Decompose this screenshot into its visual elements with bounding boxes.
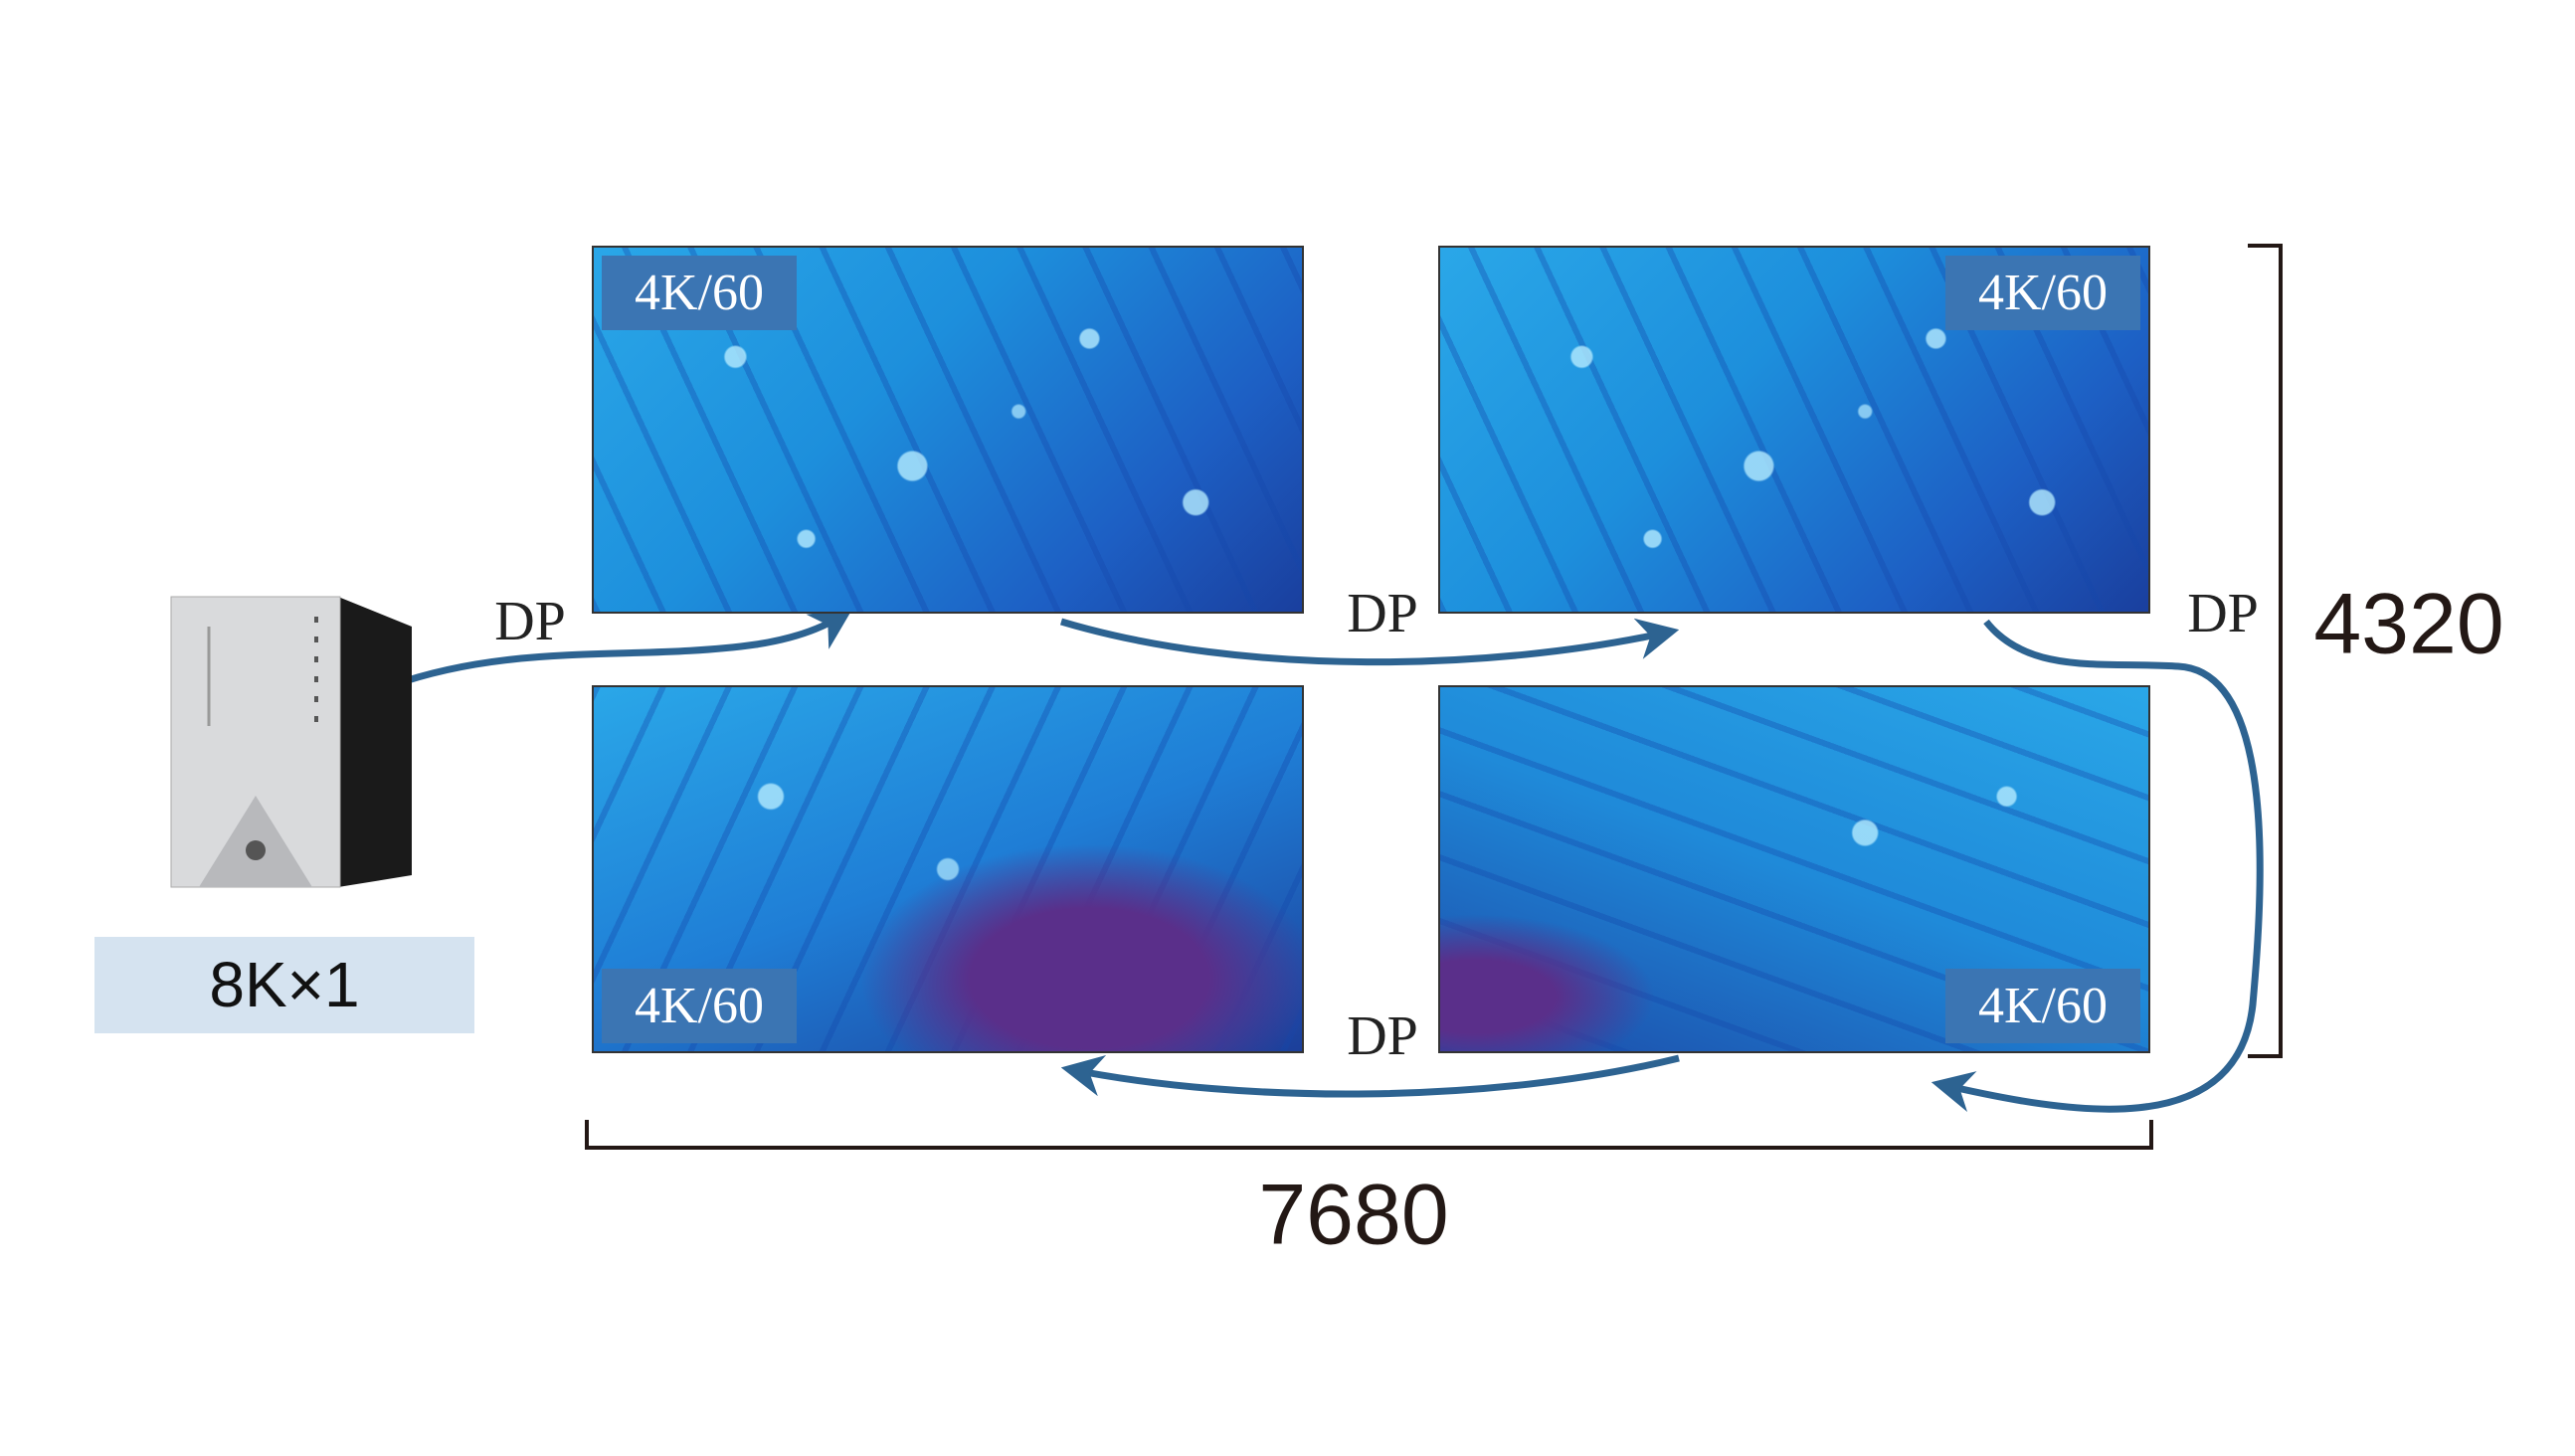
resolution-tag: 4K/60 — [602, 969, 797, 1043]
width-bracket — [585, 1120, 2153, 1150]
dp-arrow-top-right-to-bottom-right — [1931, 619, 2264, 1113]
dp-arrow-source-to-top-left — [391, 609, 853, 689]
display-bottom-right: 4K/60 — [1438, 685, 2150, 1053]
resolution-tag: 4K/60 — [602, 256, 797, 330]
dp-label: DP — [1347, 583, 1418, 644]
desktop-tower-pc-icon — [170, 596, 412, 888]
dp-label: DP — [494, 591, 566, 652]
display-bottom-left: 4K/60 — [592, 685, 1304, 1053]
source-label: 8K×1 — [94, 937, 474, 1033]
display-top-right: 4K/60 — [1438, 246, 2150, 614]
dp-label: DP — [1347, 1005, 1418, 1067]
resolution-tag: 4K/60 — [1945, 969, 2140, 1043]
display-top-left: 4K/60 — [592, 246, 1304, 614]
width-dimension: 7680 — [1258, 1167, 1449, 1263]
height-bracket — [2248, 244, 2283, 1058]
dp-label: DP — [2187, 583, 2259, 644]
dp-arrow-bottom-right-to-bottom-left — [1060, 1054, 1680, 1098]
resolution-tag: 4K/60 — [1945, 256, 2140, 330]
height-dimension: 4320 — [2313, 576, 2504, 672]
dp-arrow-top-left-to-top-right — [1059, 618, 1680, 666]
